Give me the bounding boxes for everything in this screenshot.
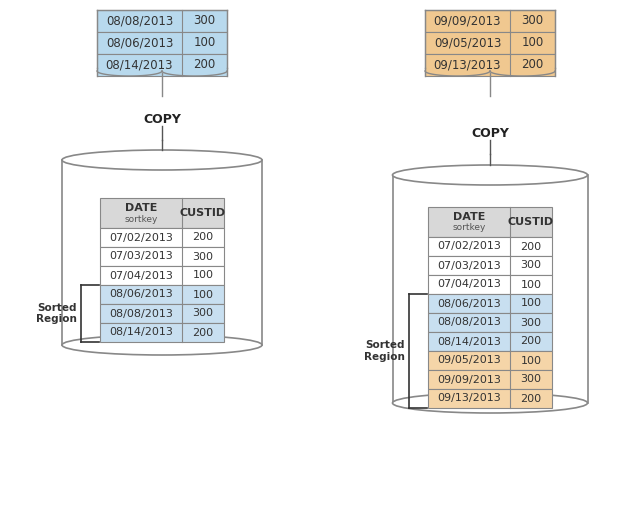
Text: 08/14/2013: 08/14/2013 — [106, 58, 174, 72]
Text: 100: 100 — [521, 37, 544, 49]
Text: 07/03/2013: 07/03/2013 — [437, 261, 501, 270]
Text: 09/05/2013: 09/05/2013 — [437, 356, 501, 366]
FancyBboxPatch shape — [97, 32, 227, 54]
Text: Sorted
Region: Sorted Region — [36, 303, 77, 324]
Text: 100: 100 — [521, 298, 541, 308]
Text: 08/08/2013: 08/08/2013 — [109, 308, 173, 319]
Polygon shape — [62, 160, 262, 345]
Text: 200: 200 — [193, 58, 216, 72]
Text: 07/03/2013: 07/03/2013 — [109, 252, 173, 261]
Ellipse shape — [62, 335, 262, 355]
Text: 200: 200 — [521, 242, 541, 252]
Text: 100: 100 — [192, 270, 213, 280]
Text: 300: 300 — [192, 308, 213, 319]
Text: 09/09/2013: 09/09/2013 — [437, 375, 501, 384]
Text: 300: 300 — [192, 252, 213, 261]
Text: 300: 300 — [521, 317, 541, 328]
Text: 08/06/2013: 08/06/2013 — [106, 37, 173, 49]
FancyBboxPatch shape — [100, 323, 224, 342]
Text: 300: 300 — [521, 14, 543, 28]
Text: 09/05/2013: 09/05/2013 — [434, 37, 501, 49]
FancyBboxPatch shape — [428, 370, 552, 389]
Text: DATE: DATE — [453, 212, 485, 222]
Text: 09/13/2013: 09/13/2013 — [433, 58, 501, 72]
FancyBboxPatch shape — [100, 304, 224, 323]
Text: 300: 300 — [521, 375, 541, 384]
FancyBboxPatch shape — [428, 294, 552, 313]
Text: Sorted
Region: Sorted Region — [364, 340, 405, 362]
Text: 07/04/2013: 07/04/2013 — [109, 270, 173, 280]
Polygon shape — [392, 175, 587, 403]
Text: 200: 200 — [521, 58, 544, 72]
FancyBboxPatch shape — [100, 198, 224, 228]
FancyBboxPatch shape — [425, 10, 555, 32]
FancyBboxPatch shape — [428, 313, 552, 332]
Ellipse shape — [62, 150, 262, 170]
Text: 09/09/2013: 09/09/2013 — [433, 14, 501, 28]
Ellipse shape — [392, 165, 587, 185]
FancyBboxPatch shape — [100, 285, 224, 304]
FancyBboxPatch shape — [428, 237, 552, 256]
Text: 08/08/2013: 08/08/2013 — [437, 317, 501, 328]
Text: COPY: COPY — [143, 113, 181, 126]
Text: COPY: COPY — [471, 127, 509, 140]
Text: 08/14/2013: 08/14/2013 — [437, 337, 501, 347]
Text: DATE: DATE — [125, 203, 157, 213]
Text: 100: 100 — [521, 356, 541, 366]
FancyBboxPatch shape — [428, 332, 552, 351]
Text: CUSTID: CUSTID — [180, 208, 226, 218]
Text: 08/08/2013: 08/08/2013 — [106, 14, 173, 28]
Text: 100: 100 — [193, 37, 216, 49]
FancyBboxPatch shape — [425, 54, 555, 76]
Text: sortkey: sortkey — [124, 215, 158, 224]
Text: sortkey: sortkey — [452, 224, 486, 233]
FancyBboxPatch shape — [425, 32, 555, 54]
Text: 100: 100 — [192, 289, 213, 299]
Text: 08/14/2013: 08/14/2013 — [109, 328, 173, 338]
FancyBboxPatch shape — [100, 247, 224, 266]
FancyBboxPatch shape — [428, 351, 552, 370]
Text: 07/04/2013: 07/04/2013 — [437, 279, 501, 289]
Text: 200: 200 — [192, 233, 213, 243]
Text: 200: 200 — [521, 337, 541, 347]
Text: 100: 100 — [521, 279, 541, 289]
Text: 300: 300 — [521, 261, 541, 270]
FancyBboxPatch shape — [100, 228, 224, 247]
FancyBboxPatch shape — [428, 207, 552, 237]
Text: 07/02/2013: 07/02/2013 — [437, 242, 501, 252]
Text: 300: 300 — [194, 14, 216, 28]
Text: 200: 200 — [521, 393, 541, 403]
Text: CUSTID: CUSTID — [508, 217, 554, 227]
FancyBboxPatch shape — [428, 256, 552, 275]
Text: 08/06/2013: 08/06/2013 — [437, 298, 501, 308]
Text: 07/02/2013: 07/02/2013 — [109, 233, 173, 243]
FancyBboxPatch shape — [97, 10, 227, 32]
Text: 09/13/2013: 09/13/2013 — [437, 393, 501, 403]
Text: 200: 200 — [192, 328, 213, 338]
FancyBboxPatch shape — [97, 54, 227, 76]
FancyBboxPatch shape — [100, 266, 224, 285]
FancyBboxPatch shape — [428, 275, 552, 294]
Ellipse shape — [392, 393, 587, 413]
FancyBboxPatch shape — [428, 389, 552, 408]
Text: 08/06/2013: 08/06/2013 — [109, 289, 173, 299]
